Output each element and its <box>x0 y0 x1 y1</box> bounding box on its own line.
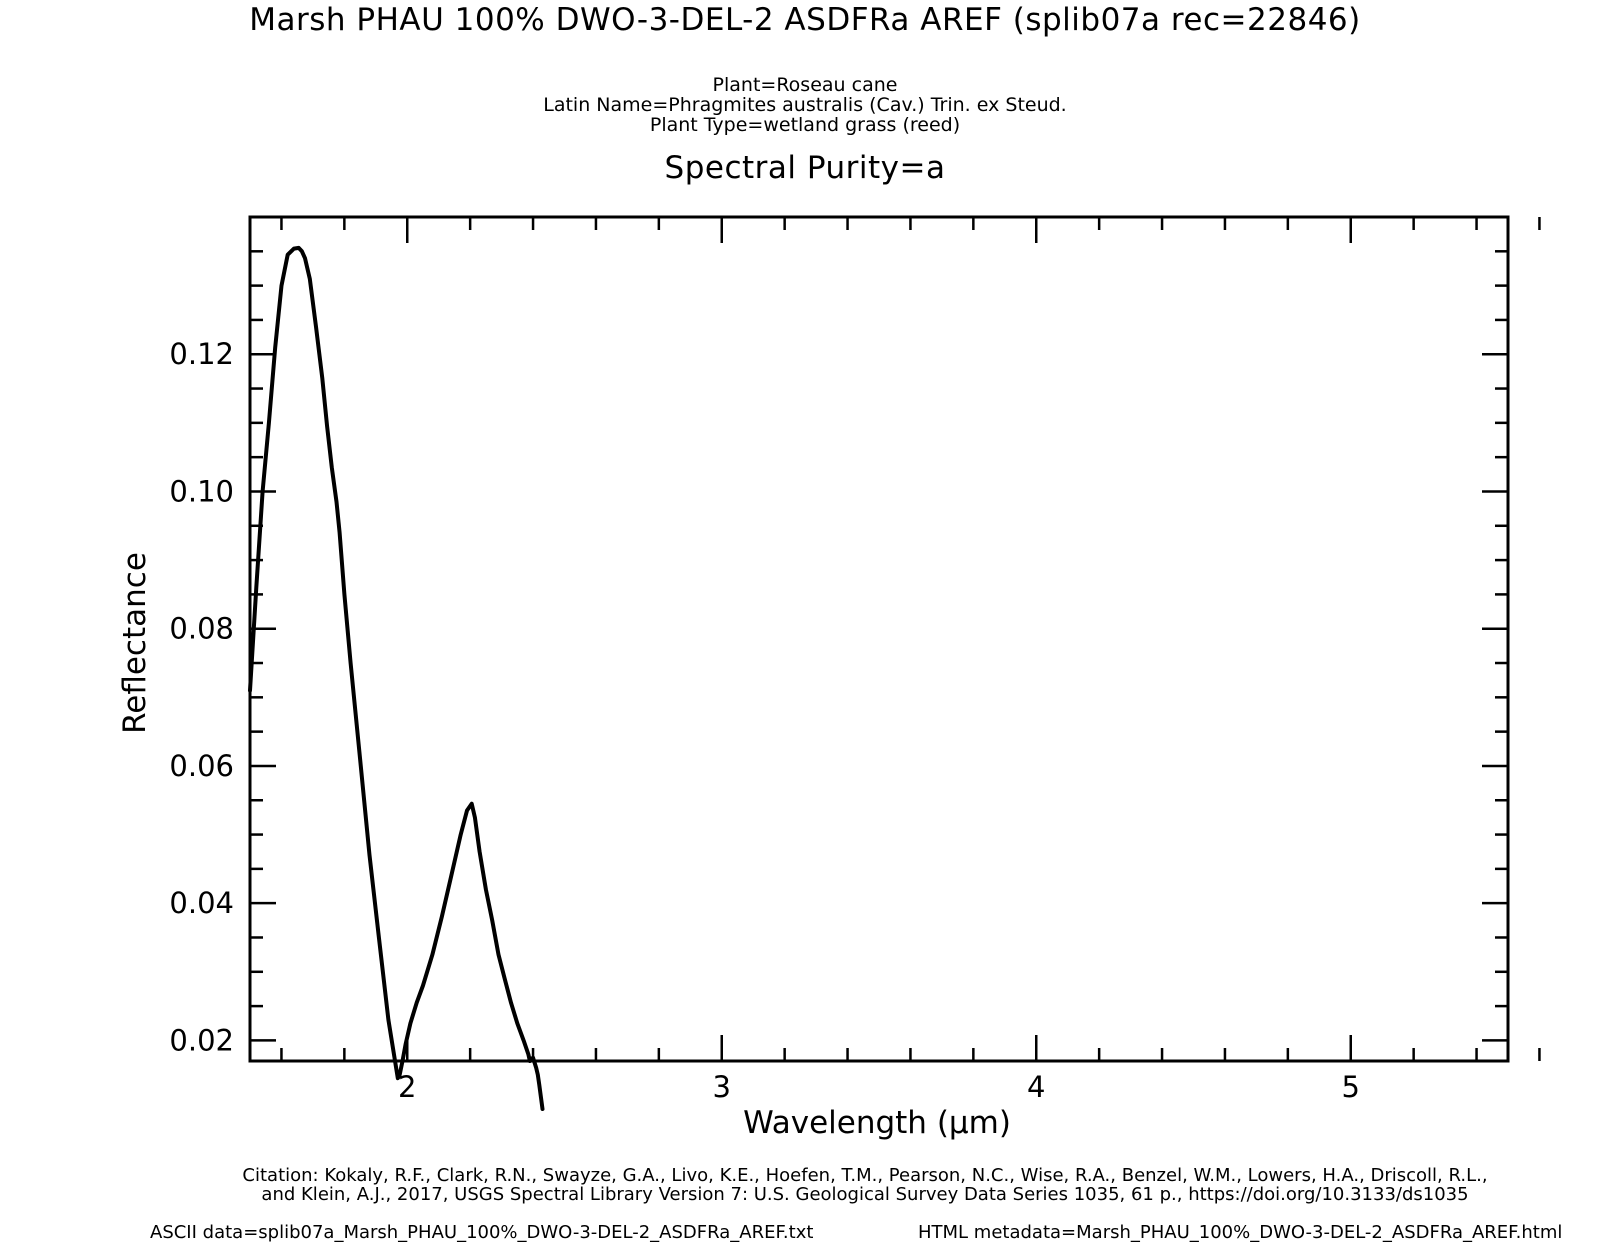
y-tick-label: 0.08 <box>169 612 234 646</box>
y-axis-label: Reflectance <box>117 552 153 734</box>
latin-name: Latin Name=Phragmites australis (Cav.) T… <box>0 94 1610 116</box>
y-tick-label: 0.06 <box>169 749 234 783</box>
plot-frame <box>248 215 1510 1063</box>
axis-ticks <box>250 215 1541 1061</box>
reflectance-series-line <box>248 245 545 1111</box>
tick-labels: 2 3 4 5 0.02 0.04 0.06 0.08 0.10 0.12 <box>169 337 1360 1104</box>
latin-name-authority: (Cav.) Trin. ex Steud. <box>863 94 1067 116</box>
latin-name-genus-species: Phragmites australis <box>668 94 864 116</box>
x-tick-label: 5 <box>1342 1070 1360 1104</box>
citation-line-2: and Klein, A.J., 2017, USGS Spectral Lib… <box>261 1184 1469 1205</box>
y-tick-label: 0.12 <box>169 337 234 371</box>
spectral-purity: Spectral Purity=a <box>664 150 946 186</box>
y-tick-label: 0.02 <box>169 1023 234 1057</box>
x-tick-label: 4 <box>1027 1070 1045 1104</box>
chart-title: Marsh PHAU 100% DWO-3-DEL-2 ASDFRa AREF … <box>249 2 1361 38</box>
ascii-data-filename: ASCII data=splib07a_Marsh_PHAU_100%_DWO-… <box>150 1222 814 1243</box>
x-tick-label: 2 <box>398 1070 416 1104</box>
y-tick-label: 0.04 <box>169 886 234 920</box>
plant-name: Plant=Roseau cane <box>712 74 898 96</box>
citation-line-1: Citation: Kokaly, R.F., Clark, R.N., Swa… <box>242 1165 1488 1186</box>
y-tick-label: 0.10 <box>169 474 234 508</box>
plant-type: Plant Type=wetland grass (reed) <box>649 114 961 136</box>
html-metadata-filename: HTML metadata=Marsh_PHAU_100%_DWO-3-DEL-… <box>918 1222 1563 1243</box>
x-axis-label: Wavelength (μm) <box>743 1105 1011 1141</box>
x-tick-label: 3 <box>713 1070 731 1104</box>
latin-name-prefix: Latin Name= <box>543 94 669 116</box>
